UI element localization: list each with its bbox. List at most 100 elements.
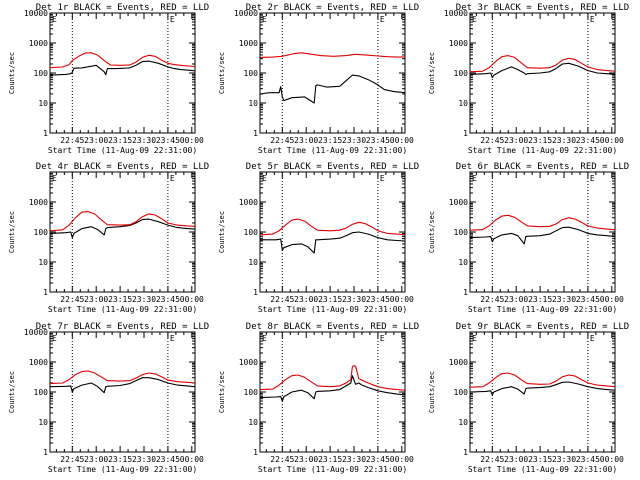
y-tick-label: 10000 (444, 9, 468, 18)
y-tick-label: 10 (38, 418, 48, 427)
y-axis-label: Counts/sec (218, 211, 226, 253)
series-events-line (469, 381, 616, 396)
panel-title: Det 4r BLACK = Events, RED = LLD (36, 162, 209, 172)
corner-mark-right: E (380, 174, 385, 183)
y-tick-label: 10 (458, 258, 468, 267)
x-tick-label: 23:30 (552, 295, 576, 304)
x-tick-label: 23:45 (366, 295, 390, 304)
x-tick-label: 23:15 (108, 295, 132, 304)
corner-mark-left: E (52, 334, 57, 343)
x-tick-label: 23:00 (294, 455, 318, 464)
plot-frame (49, 171, 196, 293)
x-axis-label: Start Time (11-Aug-09 22:31:00) (468, 465, 617, 474)
x-tick-label: 23:30 (342, 455, 366, 464)
y-tick-label: 10 (248, 258, 258, 267)
corner-mark-left: E (472, 334, 477, 343)
y-tick-label: 100 (34, 388, 49, 397)
x-axis-label: Start Time (11-Aug-09 22:31:00) (468, 146, 617, 155)
plot-frame (259, 12, 406, 134)
x-tick-label: 23:00 (294, 136, 318, 145)
x-axis-label: Start Time (11-Aug-09 22:31:00) (48, 465, 197, 474)
y-tick-label: 10000 (24, 328, 48, 337)
x-tick-label: 23:30 (552, 455, 576, 464)
x-tick-label: 23:30 (132, 295, 156, 304)
y-tick-label: 1000 (239, 198, 258, 207)
x-tick-label: 00:00 (390, 455, 414, 464)
series-lld-line (469, 214, 616, 231)
det-panel-9: Det 9r BLACK = Events, RED = LLD 1 10 100 10… (428, 322, 629, 474)
y-axis-label: Counts/sec (8, 371, 16, 413)
x-tick-label: 22:45 (270, 455, 294, 464)
x-tick-label: 23:00 (294, 295, 318, 304)
x-axis-label: Start Time (11-Aug-09 22:31:00) (258, 146, 407, 155)
y-tick-label: 10 (38, 99, 48, 108)
y-tick-label: 100 (34, 69, 49, 78)
x-axis-label: Start Time (11-Aug-09 22:31:00) (48, 305, 197, 314)
x-tick-label: 23:15 (108, 455, 132, 464)
series-events-line (49, 60, 196, 76)
x-tick-label: 00:00 (180, 136, 204, 145)
y-axis-label: Counts/sec (8, 211, 16, 253)
series-events-line (259, 375, 406, 402)
y-tick-label: 1 (463, 129, 468, 138)
y-tick-label: 1000 (449, 39, 468, 48)
x-axis-label: Start Time (11-Aug-09 22:31:00) (468, 305, 617, 314)
x-tick-label: 23:30 (132, 136, 156, 145)
series-lld-line (469, 372, 616, 388)
x-tick-label: 00:00 (180, 455, 204, 464)
y-tick-label: 100 (454, 228, 469, 237)
plot-frame (469, 171, 616, 293)
det-panel-4: Det 4r BLACK = Events, RED = LLD 1 10 100 10… (8, 162, 209, 314)
det-panel-8: Det 8r BLACK = Events, RED = LLD 1 10 100 10… (218, 322, 419, 474)
x-tick-label: 23:00 (84, 136, 108, 145)
series-events-line (259, 74, 406, 104)
y-axis-label: Counts/sec (428, 52, 436, 94)
y-tick-label: 1 (43, 129, 48, 138)
series-lld-line (259, 365, 406, 391)
corner-mark-right: E (170, 174, 175, 183)
x-tick-label: 23:45 (156, 455, 180, 464)
series-events-line (260, 231, 406, 254)
x-axis-label: Start Time (11-Aug-09 22:31:00) (258, 305, 407, 314)
corner-mark-left: E (262, 334, 267, 343)
corner-mark-right: E (590, 174, 595, 183)
x-tick-label: 23:30 (552, 136, 576, 145)
corner-mark-right: E (590, 334, 595, 343)
x-tick-label: 23:00 (504, 295, 528, 304)
y-tick-label: 1 (43, 448, 48, 457)
det-panel-1: Det 1r BLACK = Events, RED = LLD 1 10 100 10… (8, 3, 209, 155)
panel-title: Det 7r BLACK = Events, RED = LLD (36, 322, 209, 332)
series-lld-line (49, 370, 196, 385)
series-events-line (469, 62, 616, 79)
x-tick-label: 23:15 (528, 295, 552, 304)
series-lld-line (259, 52, 406, 58)
series-lld-line (49, 211, 196, 232)
panel-title: Det 9r BLACK = Events, RED = LLD (456, 322, 629, 332)
y-tick-label: 100 (244, 69, 259, 78)
x-tick-label: 22:45 (270, 136, 294, 145)
x-tick-label: 23:45 (576, 455, 600, 464)
series-lld-line (469, 55, 616, 73)
x-tick-label: 22:45 (60, 455, 84, 464)
x-tick-label: 23:15 (318, 295, 342, 304)
y-tick-label: 1000 (239, 39, 258, 48)
y-tick-label: 1000 (449, 198, 468, 207)
x-tick-label: 23:15 (318, 455, 342, 464)
x-tick-label: 23:30 (342, 136, 366, 145)
corner-mark-right: E (590, 15, 595, 24)
y-axis-label: Counts/sec (8, 52, 16, 94)
y-tick-label: 1000 (29, 198, 48, 207)
x-tick-label: 23:15 (108, 136, 132, 145)
det-panel-6: Det 6r BLACK = Events, RED = LLD 1 10 100 10… (428, 162, 629, 314)
y-tick-label: 1 (463, 448, 468, 457)
y-tick-label: 100 (244, 388, 259, 397)
x-tick-label: 23:45 (156, 136, 180, 145)
y-tick-label: 100 (454, 388, 469, 397)
y-tick-label: 10 (248, 418, 258, 427)
x-tick-label: 00:00 (180, 295, 204, 304)
x-tick-label: 22:45 (60, 136, 84, 145)
x-tick-label: 00:00 (600, 455, 624, 464)
x-tick-label: 23:45 (156, 295, 180, 304)
y-tick-label: 1 (253, 448, 258, 457)
